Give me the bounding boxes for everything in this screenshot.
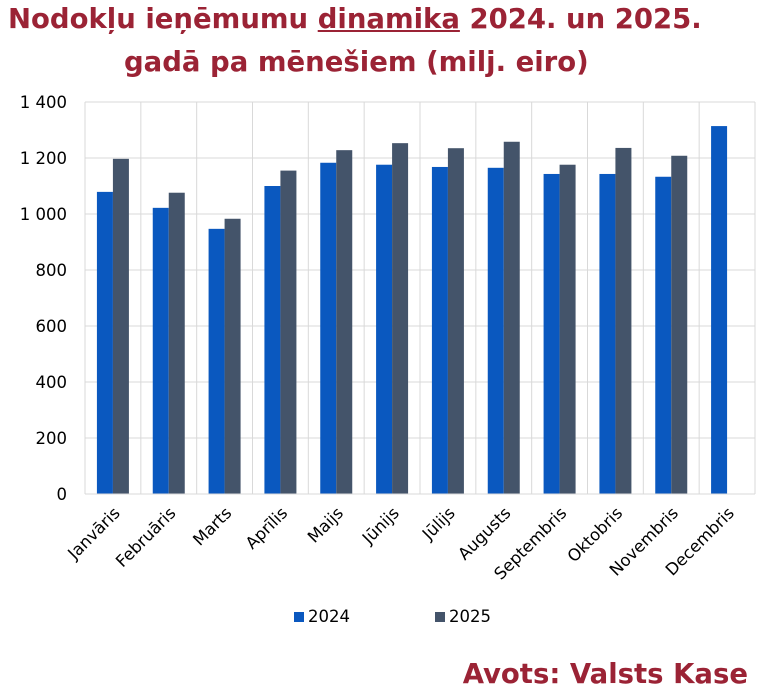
bar-2025-3 xyxy=(224,218,241,494)
bar-2025-9 xyxy=(559,164,576,494)
y-tick-label: 1 400 xyxy=(20,93,67,112)
legend-swatch-2024 xyxy=(294,612,304,622)
bar-2024-11 xyxy=(655,176,672,494)
source-note: Avots: Valsts Kase xyxy=(462,658,748,690)
bar-2025-10 xyxy=(615,147,632,495)
chart-legend: 2024 2025 xyxy=(0,604,764,630)
bar-2024-10 xyxy=(599,173,616,494)
bar-2025-11 xyxy=(671,155,688,494)
bar-2025-5 xyxy=(336,150,353,494)
bar-2024-12 xyxy=(711,126,728,494)
bar-2024-5 xyxy=(320,162,337,494)
y-tick-label: 600 xyxy=(36,317,68,336)
title-text-part1: Nodokļu ieņēmumu xyxy=(8,3,318,35)
bar-2025-1 xyxy=(112,158,129,494)
y-tick-label: 800 xyxy=(36,261,68,280)
title-text-part2: 2024. un 2025. xyxy=(459,3,702,35)
bar-2025-6 xyxy=(392,143,409,494)
bar-2024-1 xyxy=(96,191,113,494)
legend-swatch-2025 xyxy=(435,612,445,622)
y-tick-label: 1 000 xyxy=(20,205,67,224)
chart-title-line-2: gadā pa mēnešiem (milj. eiro) xyxy=(124,46,589,78)
legend-label-2024: 2024 xyxy=(308,607,350,626)
y-tick-label: 0 xyxy=(57,485,68,504)
bar-2024-7 xyxy=(431,166,448,494)
title-text-underlined: dinamika xyxy=(317,3,460,35)
x-tick-label: Aprīlis xyxy=(242,503,291,552)
bar-2024-9 xyxy=(543,173,560,494)
bar-2024-2 xyxy=(152,207,169,494)
x-tick-label: Februāris xyxy=(112,503,180,571)
x-tick-label: Maijs xyxy=(304,503,347,546)
chart-title-line-1: Nodokļu ieņēmumu dinamika 2024. un 2025. xyxy=(8,2,702,36)
x-tick-label: Marts xyxy=(189,503,235,549)
bar-2024-4 xyxy=(264,186,281,494)
y-tick-label: 1 200 xyxy=(20,149,67,168)
bar-2024-3 xyxy=(208,228,225,494)
y-tick-label: 200 xyxy=(36,429,68,448)
y-tick-label: 400 xyxy=(36,373,68,392)
bar-2025-4 xyxy=(280,170,297,494)
legend-label-2025: 2025 xyxy=(449,607,491,626)
bar-2024-8 xyxy=(487,167,504,495)
x-tick-label: Jūnijs xyxy=(358,503,403,548)
bar-2024-6 xyxy=(376,164,393,494)
legend-item-2025: 2025 xyxy=(435,604,491,630)
bar-2025-8 xyxy=(503,141,520,494)
legend-item-2024: 2024 xyxy=(294,604,350,630)
x-tick-label: Jūlijs xyxy=(418,503,459,544)
bar-2025-7 xyxy=(447,148,464,494)
bar-2025-2 xyxy=(168,192,185,494)
